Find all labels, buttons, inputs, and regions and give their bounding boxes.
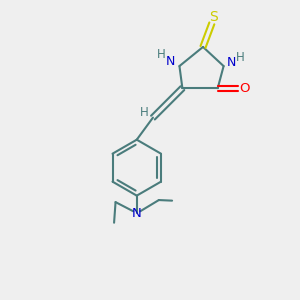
Text: S: S	[209, 10, 218, 24]
Text: N: N	[166, 55, 175, 68]
Text: N: N	[227, 56, 236, 69]
Text: H: H	[236, 51, 245, 64]
Text: N: N	[132, 207, 142, 220]
Text: O: O	[240, 82, 250, 95]
Text: H: H	[140, 106, 149, 119]
Text: H: H	[157, 48, 166, 62]
